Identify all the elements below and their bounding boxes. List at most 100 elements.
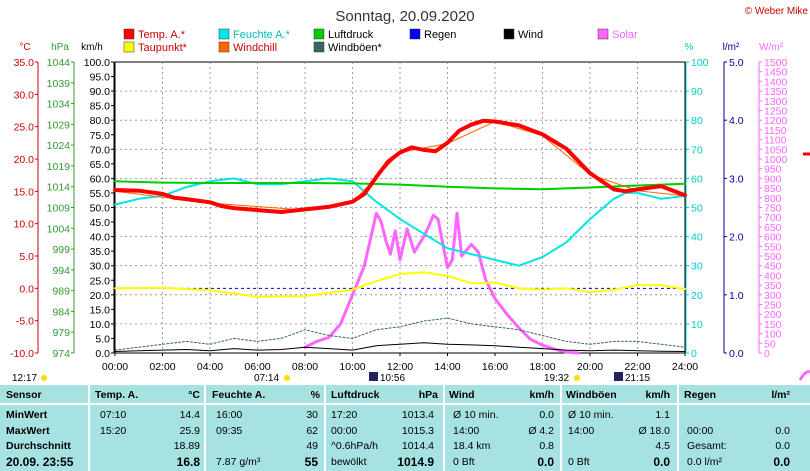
pressure-tick-label: 984 bbox=[52, 306, 70, 318]
chart-title: Sonntag, 20.09.2020 bbox=[335, 8, 474, 25]
solar-tick-label: 400 bbox=[764, 270, 782, 282]
solar-tick-label: 950 bbox=[764, 164, 782, 176]
stats-label: Durchschnitt bbox=[6, 440, 71, 452]
wind-tick-label: 85.0 bbox=[90, 101, 111, 113]
humidity-tick-label: 40 bbox=[691, 232, 703, 244]
stats-p-val: 1014.4 bbox=[401, 440, 434, 452]
stats-w-val: 0.0 bbox=[537, 454, 554, 469]
temp-tick-label: 30.0 bbox=[14, 89, 35, 101]
solar-tick-label: 700 bbox=[764, 212, 782, 224]
x-tick-label: 18:00 bbox=[529, 361, 555, 373]
wind-tick-label: 20.0 bbox=[90, 290, 111, 302]
legend-label: Windböen* bbox=[328, 42, 383, 54]
legend-swatch bbox=[313, 41, 325, 53]
stats-r-val: 0.0 bbox=[775, 424, 790, 437]
legend-label: Regen bbox=[424, 29, 456, 41]
series-windb-en bbox=[114, 317, 686, 351]
solar-tick-label: 1350 bbox=[764, 86, 788, 98]
solar-tick-label: 0 bbox=[764, 348, 770, 360]
header-gusts-unit: km/h bbox=[645, 389, 670, 401]
rain-unit-label: l/m² bbox=[723, 42, 740, 53]
solar-tick-label: 1050 bbox=[764, 144, 788, 156]
pressure-tick-label: 999 bbox=[52, 244, 70, 256]
solar-tick-label: 1500 bbox=[764, 57, 788, 69]
stats-g-val: Ø 18.0 bbox=[638, 424, 670, 437]
left-time-label: 12:17 bbox=[12, 373, 37, 384]
stats-g-label: 14:00 bbox=[568, 424, 595, 437]
temp-tick-label: -5.0 bbox=[16, 316, 34, 328]
wind-tick-label: 55.0 bbox=[90, 188, 111, 200]
solar-tick-label: 150 bbox=[764, 319, 782, 331]
wind-tick-label: 60.0 bbox=[90, 173, 111, 185]
solar-tick-label: 1400 bbox=[764, 76, 788, 88]
legend-swatch bbox=[123, 41, 135, 53]
temp-tick-label: -10.0 bbox=[10, 348, 34, 360]
stats-r-val: 0.0 bbox=[773, 454, 790, 469]
col-separator bbox=[443, 385, 445, 471]
series-taupunkt bbox=[114, 271, 686, 298]
header-wind: Wind bbox=[449, 389, 475, 401]
stats-label: 20.09. 23:55 bbox=[6, 454, 74, 469]
humidity-tick-label: 50 bbox=[691, 203, 703, 215]
header-rain-unit: l/m² bbox=[771, 389, 790, 401]
x-tick-label: 08:00 bbox=[292, 361, 318, 373]
x-tick-label: 00:00 bbox=[102, 361, 128, 373]
x-axis: 00:00 02:00 04:00 06:00 08:00 10:00 12:00 14:00… bbox=[102, 353, 698, 373]
legend: Temp. A.* Feuchte A.* Luftdruck Regen Wind So… bbox=[123, 28, 638, 54]
stats-p-time: 17:20 bbox=[331, 409, 358, 421]
legend-label: Luftdruck bbox=[328, 29, 374, 41]
col-separator bbox=[204, 385, 206, 471]
stats-w-label: Ø 10 min. bbox=[453, 409, 499, 421]
wind-tick-label: 35.0 bbox=[90, 246, 111, 258]
temp-tick-label: 10.0 bbox=[14, 219, 35, 231]
temp-tick-label: 5.0 bbox=[19, 251, 34, 263]
wind-tick-label: 0.0 bbox=[95, 348, 110, 360]
stats-w-label: 18.4 km bbox=[453, 440, 491, 452]
solar-tick-label: 1100 bbox=[764, 135, 787, 147]
temp-tick-label: 15.0 bbox=[14, 186, 35, 198]
col-separator bbox=[324, 385, 326, 471]
stats-r-time: 0.0 l/m² bbox=[687, 455, 723, 468]
solar-tick-label: 900 bbox=[764, 173, 782, 185]
humidity-tick-label: 100 bbox=[691, 57, 709, 69]
x-tick-label: 06:00 bbox=[244, 361, 270, 373]
solar-tick-label: 1450 bbox=[764, 67, 788, 79]
x-tick-label: 10:00 bbox=[339, 361, 365, 373]
stats-r-time: Gesamt: bbox=[687, 440, 727, 452]
stats-t-val: 25.9 bbox=[179, 424, 200, 437]
wind-tick-label: 80.0 bbox=[90, 115, 111, 127]
legend-label: Temp. A.* bbox=[138, 29, 186, 41]
rain-tick-label: 2.0 bbox=[729, 232, 744, 244]
y-axes: 35.0 30.0 25.0 20.0 15.0 10.0 5.0 0.0 -5.0 -10.0 1… bbox=[10, 57, 787, 360]
legend-swatch bbox=[409, 28, 421, 40]
wind-tick-label: 5.0 bbox=[95, 333, 110, 345]
solar-tick-label: 600 bbox=[764, 232, 782, 244]
moonrise-label: 10:56 bbox=[380, 373, 405, 384]
stats-w-val: 0.8 bbox=[539, 440, 554, 452]
stats-p-time: 00:00 bbox=[331, 424, 358, 437]
stats-p-val: 1013.4 bbox=[401, 409, 434, 421]
stats-g-val: 0.0 bbox=[653, 454, 670, 469]
wind-tick-label: 15.0 bbox=[90, 304, 111, 316]
legend-swatch bbox=[123, 28, 135, 40]
stats-g-val: 4.5 bbox=[655, 440, 670, 452]
pressure-tick-label: 979 bbox=[52, 327, 70, 339]
sun-icon bbox=[41, 375, 47, 381]
solar-tick-label: 300 bbox=[764, 290, 782, 302]
stats-panel: Sensor Temp. A. °C Feuchte A. % Luftdruc… bbox=[0, 385, 810, 471]
legend-label: Windchill bbox=[233, 42, 277, 54]
solar-unit-label: W/m² bbox=[759, 42, 784, 53]
series-feuchte-a bbox=[114, 177, 686, 267]
pressure-tick-label: 994 bbox=[52, 265, 70, 277]
stats-label: MaxWert bbox=[6, 424, 50, 437]
stats-t-time: 15:20 bbox=[100, 424, 127, 437]
weather-chart: Sonntag, 20.09.2020 © Weber Mike Temp. A… bbox=[10, 6, 810, 384]
stats-w-label: 14:00 bbox=[453, 424, 480, 437]
stats-h-val: 30 bbox=[306, 409, 318, 421]
solar-tick-label: 850 bbox=[764, 183, 782, 195]
pressure-tick-label: 1019 bbox=[47, 161, 71, 173]
humidity-tick-label: 70 bbox=[691, 144, 703, 156]
header-pressure-unit: hPa bbox=[418, 389, 438, 401]
solar-tick-label: 500 bbox=[764, 251, 782, 263]
solar-tick-label: 1150 bbox=[764, 125, 787, 137]
